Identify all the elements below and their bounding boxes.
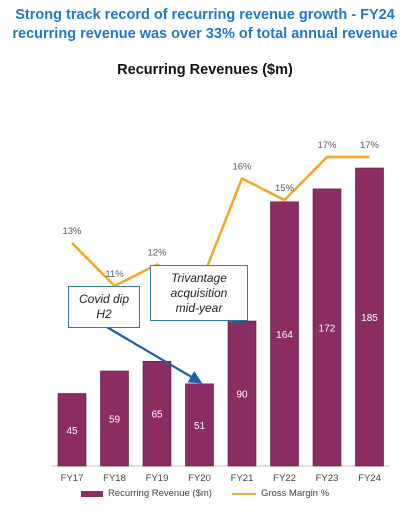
callout-line: Trivantage — [171, 270, 227, 285]
revenue-bar — [185, 383, 214, 467]
revenue-bar — [312, 188, 342, 467]
bar-value-label: 164 — [276, 330, 293, 341]
bar-value-label: 51 — [194, 421, 206, 432]
x-tick-label: FY17 — [61, 473, 84, 484]
gross-margin-line — [71, 155, 370, 288]
legend-item-revenue: Recurring Revenue ($m) — [80, 488, 212, 499]
revenue-bar — [100, 370, 129, 467]
x-tick-label: FY24 — [358, 473, 381, 484]
gross-margin-label: 16% — [232, 162, 252, 173]
headline-line-2: recurring revenue was over 33% of total … — [12, 26, 398, 42]
x-tick-label: FY23 — [316, 473, 339, 484]
gross-margin-label: 15% — [275, 183, 295, 194]
x-tick-label: FY20 — [188, 473, 211, 484]
bar-value-label: 172 — [319, 324, 336, 335]
gross-margin-label: 17% — [317, 140, 337, 151]
legend-label-revenue: Recurring Revenue ($m) — [107, 488, 212, 499]
gross-margin-label: 13% — [62, 226, 82, 237]
legend-line-swatch — [231, 492, 256, 495]
legend: Recurring Revenue ($m) Gross Margin % — [0, 488, 410, 499]
callout-line: Covid dip — [78, 292, 130, 306]
gross-margin-label: 11% — [105, 269, 124, 280]
revenue-bar — [142, 360, 172, 467]
bars-group: 45 59 65 51 90 164 172 185 — [57, 167, 384, 467]
bar-value-label: 90 — [236, 390, 248, 401]
revenue-bar — [355, 167, 384, 467]
bar-value-label: 65 — [151, 410, 163, 421]
bar-value-label: 59 — [109, 415, 121, 426]
x-tick-label: FY21 — [231, 473, 254, 484]
revenue-bar — [227, 320, 257, 467]
x-tick-labels: FY17 FY18 FY19 FY20 FY21 FY22 FY23 FY24 — [61, 473, 381, 484]
trivantage-callout: Trivantage acquisition mid-year — [150, 265, 248, 321]
bar-value-label: 185 — [361, 313, 378, 324]
callout-line: mid-year — [175, 300, 223, 315]
x-tick-label: FY19 — [146, 473, 169, 484]
x-tick-label: FY22 — [273, 473, 296, 484]
covid-dip-callout: Covid dip H2 — [68, 286, 140, 328]
revenue-bar — [270, 201, 299, 467]
callout-line: H2 — [96, 307, 112, 321]
gross-margin-label: 12% — [147, 248, 167, 259]
bar-value-label: 45 — [66, 426, 78, 437]
legend-bar-swatch — [80, 490, 103, 497]
headline-line-1: Strong track record of recurring revenue… — [15, 7, 395, 23]
revenue-bar — [57, 393, 87, 467]
callout-line: acquisition — [170, 285, 228, 300]
headline: Strong track record of recurring revenue… — [0, 6, 410, 44]
chart-title: Recurring Revenues ($m) — [117, 62, 293, 78]
legend-item-margin: Gross Margin % — [231, 488, 330, 499]
gross-margin-label: 17% — [360, 140, 380, 151]
covid-arrow — [104, 325, 203, 384]
x-tick-label: FY18 — [103, 473, 126, 484]
legend-label-margin: Gross Margin % — [260, 488, 330, 499]
